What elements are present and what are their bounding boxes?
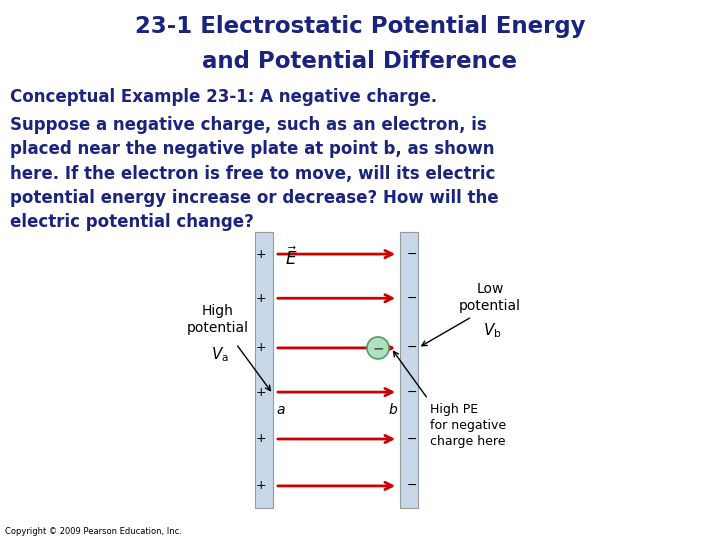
Bar — [255, 232, 273, 508]
Text: +: + — [256, 433, 266, 446]
Text: −: − — [407, 247, 417, 261]
Text: High
potential: High potential — [187, 304, 249, 335]
Text: −: − — [407, 480, 417, 492]
Text: +: + — [256, 386, 266, 399]
Text: High PE
for negative
charge here: High PE for negative charge here — [430, 403, 506, 448]
Text: and Potential Difference: and Potential Difference — [202, 50, 518, 73]
Text: $V_\mathrm{a}$: $V_\mathrm{a}$ — [211, 346, 229, 365]
Text: +: + — [256, 292, 266, 305]
Text: Low
potential: Low potential — [459, 282, 521, 313]
Text: Suppose a negative charge, such as an electron, is
placed near the negative plat: Suppose a negative charge, such as an el… — [10, 116, 499, 231]
Circle shape — [367, 337, 389, 359]
Text: 23-1 Electrostatic Potential Energy: 23-1 Electrostatic Potential Energy — [135, 15, 585, 38]
Text: −: − — [372, 341, 384, 355]
Text: $\vec{E}$: $\vec{E}$ — [285, 246, 297, 268]
Text: −: − — [407, 341, 417, 354]
Text: −: − — [407, 386, 417, 399]
Bar — [400, 232, 418, 508]
Text: Copyright © 2009 Pearson Education, Inc.: Copyright © 2009 Pearson Education, Inc. — [5, 527, 182, 536]
Text: Conceptual Example 23-1: A negative charge.: Conceptual Example 23-1: A negative char… — [10, 88, 437, 106]
Text: −: − — [407, 292, 417, 305]
Text: a: a — [276, 403, 284, 417]
Text: b: b — [388, 403, 397, 417]
Text: +: + — [256, 341, 266, 354]
Text: −: − — [407, 433, 417, 446]
Text: +: + — [256, 247, 266, 261]
Text: +: + — [256, 480, 266, 492]
Text: $V_\mathrm{b}$: $V_\mathrm{b}$ — [482, 322, 501, 340]
